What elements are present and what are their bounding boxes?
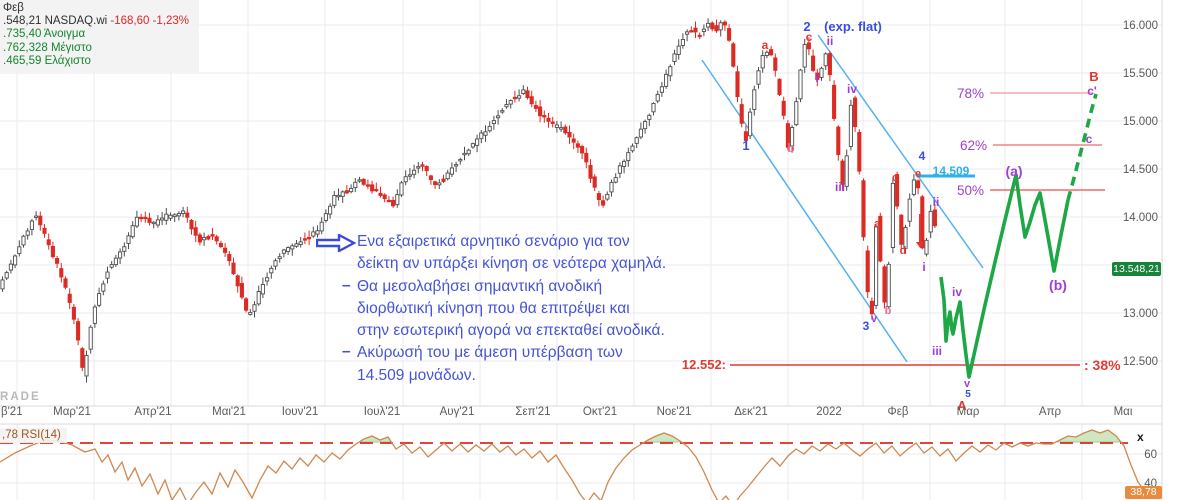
time-axis-label: Σεπ'21 [515,406,550,418]
annotation-line: διορθωτική κίνηση που θα επιτρέψει και [357,299,630,317]
wave-label[interactable]: 3 [863,319,870,333]
time-axis-label: Απρ [1039,406,1062,418]
price-axis-label: 14.500 [1123,164,1158,176]
rsi-overbought-fill [643,432,683,443]
time-axis-label: Δεκ'21 [734,406,768,418]
rsi-indicator-label: ,78 RSI(14) [0,428,67,443]
projection-path[interactable] [939,93,1098,379]
wave-label[interactable]: (exp. flat) [824,19,882,34]
price-axis-label: 15.500 [1123,68,1158,80]
time-axis-label: Ιουν'21 [282,406,319,418]
price-axis-label: 13.000 [1123,308,1158,320]
wave-label[interactable]: A [957,398,967,413]
wave-label[interactable]: c' [1087,84,1097,98]
time-axis-label: β'21 [1,406,23,418]
block-arrow-icon [315,233,357,259]
legend-low: .465,59 Ελάχιστο [3,54,91,67]
legend-period: Φεβ [3,2,24,14]
wave-label[interactable]: v [964,378,971,390]
wave-label[interactable]: a [762,38,769,52]
annotation-line: 14.509 μονάδων. [357,366,476,384]
time-axis-label: Φεβ [888,406,909,418]
fib-label: 78% [957,86,984,101]
trendline[interactable] [817,34,984,269]
fib-label: 50% [957,183,984,198]
price-axis-label: 12.500 [1123,356,1158,368]
annotation-line: στην εσωτερική αγορά να επεκταθεί ανοδικ… [357,322,665,340]
annotation-line: – Ακύρωσή του με άμεση υπέρβαση των [316,342,706,364]
wave-label[interactable]: 4 [919,149,926,163]
time-axis-label: Ιουλ'21 [364,406,401,418]
wave-label[interactable]: ii [827,34,834,48]
last-price-tag: 13.548,21 [1112,262,1161,276]
fib-label: 62% [960,138,987,153]
legend-high: .762,328 Μέγιστο [3,41,92,54]
time-axis-label: 2022 [816,406,842,418]
time-axis-label: Μαι'21 [212,406,246,418]
fib-38-label: : 38% [1084,357,1121,373]
wave-label[interactable]: iv [847,82,857,96]
projection-solid[interactable] [939,173,1070,379]
wave-label[interactable]: iii [932,344,942,358]
legend-symbol: .548,21 NASDAQ.wi [3,15,108,28]
wave-label[interactable]: c [806,30,813,44]
wave-label[interactable]: (b) [1049,277,1067,293]
wave-label[interactable]: B [1089,69,1098,84]
annotation-line: Ενα εξαιρετικά αρνητικό σενάριο για τον [357,233,630,250]
rsi-axis-label: 60 [1144,449,1157,461]
wave-label[interactable]: d [900,245,907,257]
wave-label[interactable]: 1 [742,138,749,153]
support-price-label: 12.552: [682,357,726,372]
wave-label[interactable]: (a) [1005,163,1022,179]
time-axis-label: Μαρ [957,406,980,418]
bullet-dash: – [342,343,351,361]
wave-label[interactable]: iv [952,285,962,299]
wave-label[interactable]: i [815,71,818,85]
time-axis-label: Μαι [1114,406,1133,418]
gridlines [0,0,1163,500]
legend-quote: .548,21 NASDAQ.wi -168,60 -1,23% [3,15,189,28]
price-axis-label: 16.000 [1123,20,1158,32]
legend-change: -168,60 -1,23% [110,15,190,28]
axes: 16.000 15.500 15.000 14.500 14.000 13.000 12.5… [1,20,1158,490]
wave-label[interactable]: b [787,141,794,155]
price-axis-label: 14.000 [1123,212,1158,224]
wave-label[interactable]: a [874,218,881,230]
down-arrow-icon [916,214,924,248]
rsi-value-tag: 38,78 [1125,486,1162,499]
fib-retracement-levels[interactable]: 78% 62% 50% 12.552: : 38% [682,86,1121,373]
rsi-line [0,429,1145,500]
wave-label[interactable]: b [885,305,892,317]
wave-label[interactable]: c [1086,132,1093,146]
wave-label[interactable]: 2 [803,19,810,34]
legend-open: .735,40 Άνοιγμα [3,28,86,41]
projection-dashed[interactable] [1066,93,1098,201]
wave-label[interactable]: iii [835,180,845,194]
wave-label[interactable]: i [922,260,925,274]
close-icon[interactable]: x [1137,430,1144,444]
time-axis-label: Μαρ'21 [53,406,91,418]
platform-watermark: TRADE [0,391,41,403]
time-axis-label: Νοε'21 [657,406,692,418]
symbol-legend: Φεβ .548,21 NASDAQ.wi -168,60 -1,23% .73… [0,0,200,73]
wave-label[interactable]: c [892,172,898,184]
bullet-dash: – [342,276,351,294]
scenario-annotation[interactable]: Ενα εξαιρετικά αρνητικό σενάριο για τον δ… [315,231,706,387]
wave-label[interactable]: e [915,168,921,180]
annotation-line: – Θα μεσολαβήσει σημαντική ανοδική [316,276,706,298]
wave-label[interactable]: 14.509 [933,164,970,178]
wave-label[interactable]: 5 [965,389,971,400]
time-axis-label: Απρ'21 [134,406,171,418]
wave-label[interactable]: ii [933,195,940,209]
time-axis-label: Οκτ'21 [583,406,617,418]
price-axis-label: 15.000 [1123,116,1158,128]
annotation-line: δείκτη αν υπάρξει κίνηση σε νεότερα χαμη… [357,255,667,273]
wave-label[interactable]: v [871,313,878,325]
time-axis-label: Αυγ'21 [440,406,475,418]
candlesticks [0,18,937,383]
rsi-panel [0,429,1145,500]
